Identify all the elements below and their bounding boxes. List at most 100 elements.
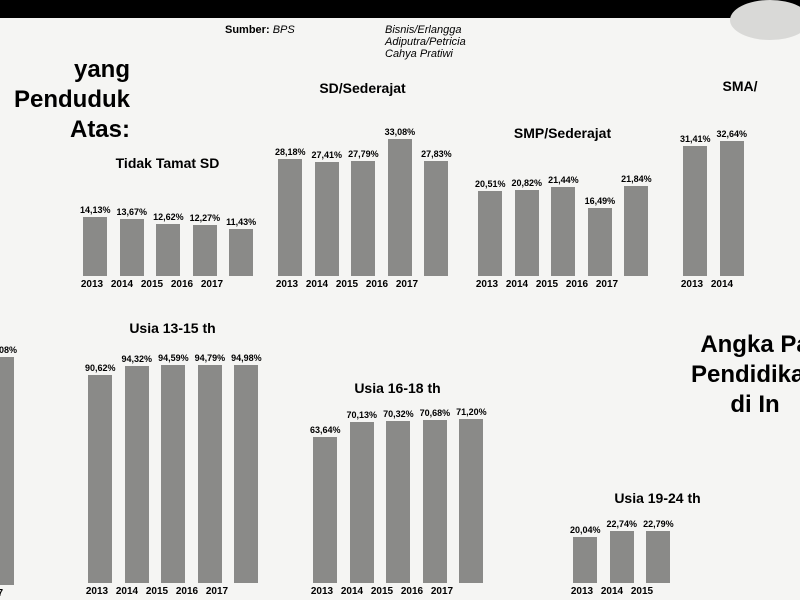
bar-value-label: 94,59% xyxy=(158,353,189,363)
bar-wrap: 70,68% xyxy=(420,408,451,583)
years-row: 20132014201520162017 xyxy=(475,276,650,290)
bar xyxy=(278,159,302,276)
source-value: BPS xyxy=(273,24,295,36)
bar xyxy=(588,208,612,276)
bars-row: 98,98%99,08% xyxy=(0,320,30,585)
bar-wrap: 20,04% xyxy=(570,525,601,583)
bar-wrap: 21,44% xyxy=(548,175,579,276)
bar-wrap: 70,13% xyxy=(347,410,378,583)
bar xyxy=(350,422,374,583)
bar-wrap: 12,27% xyxy=(190,213,221,276)
bar-year: 2017 xyxy=(395,279,419,290)
chart-title: SMP/Sederajat xyxy=(475,125,650,141)
bar-wrap: 20,82% xyxy=(512,178,543,276)
bar-value-label: 33,08% xyxy=(385,127,416,137)
bar-wrap: 22,79% xyxy=(643,519,674,583)
bar-value-label: 12,27% xyxy=(190,213,221,223)
chart-smp-sederajat: SMP/Sederajat20,51%20,82%21,44%16,49%21,… xyxy=(475,125,650,290)
bar-value-label: 21,44% xyxy=(548,175,579,185)
bar-value-label: 20,82% xyxy=(512,178,543,188)
bar-wrap: 11,43% xyxy=(226,217,256,276)
bar-value-label: 14,13% xyxy=(80,205,111,215)
bar xyxy=(610,531,634,583)
bar xyxy=(88,375,112,583)
years-row: 20132014201520162017 xyxy=(310,583,485,597)
source-credit: Bisnis/Erlangga Adiputra/Petricia Cahya … xyxy=(385,24,466,60)
bar-wrap: 31,41% xyxy=(680,134,711,276)
bar xyxy=(551,187,575,276)
chart-title: SD/Sederajat xyxy=(275,80,450,96)
bar-year: 2017 xyxy=(200,279,224,290)
bar-value-label: 22,79% xyxy=(643,519,674,529)
chart-title: Usia 19-24 th xyxy=(570,490,745,506)
bar-year: 2015 xyxy=(630,586,654,597)
bar-year: 2014 xyxy=(115,586,139,597)
bar-year: 2015 xyxy=(370,586,394,597)
bar xyxy=(478,191,502,276)
chart-usia-prev: 98,98%99,08%20162017 xyxy=(0,320,30,599)
bar-wrap: 27,79% xyxy=(348,149,379,276)
chart-sma: SMA/31,41% 32,64%20132014 xyxy=(680,78,800,290)
bar xyxy=(315,162,339,276)
bar-wrap: 99,08% xyxy=(0,345,17,585)
bar xyxy=(388,139,412,276)
chart-title: SMA/ xyxy=(680,78,800,94)
bar xyxy=(193,225,217,276)
bar-year: 2015 xyxy=(335,279,359,290)
bar-wrap: 63,64% xyxy=(310,425,341,583)
bar-year: 2016 xyxy=(365,279,389,290)
years-row: 201320142015 xyxy=(570,583,745,597)
chart-title: Usia 16-18 th xyxy=(310,380,485,396)
bar-value-label: 90,62% xyxy=(85,363,116,373)
bar-year: 2016 xyxy=(565,279,589,290)
bar xyxy=(720,141,744,276)
bar xyxy=(229,229,253,276)
bar-value-label: 31,41% xyxy=(680,134,711,144)
years-row: 2013 2014 2015 2016 2017 xyxy=(275,276,450,290)
source-line: Sumber: BPS Bisnis/Erlangga Adiputra/Pet… xyxy=(225,24,295,36)
bar-value-label: 70,32% xyxy=(383,409,414,419)
bar-wrap: 32,64% xyxy=(717,129,748,276)
years-row: 20132014 xyxy=(680,276,800,290)
bar xyxy=(646,531,670,583)
bar-year: 2013 xyxy=(80,279,104,290)
bars-row: 20,04%22,74%22,79% xyxy=(570,512,745,583)
chart-title: Tidak Tamat SD xyxy=(80,155,255,171)
bar xyxy=(161,365,185,583)
bar xyxy=(459,419,483,583)
bar-wrap: 14,13% xyxy=(80,205,111,276)
bar xyxy=(573,537,597,583)
source-label: Sumber: xyxy=(225,24,270,36)
title-left: yangPendudukAtas: xyxy=(0,55,130,145)
bar-year: 2013 xyxy=(275,279,299,290)
chart-sd-sederajat: SD/Sederajat28,18%27,41%27,79%33,08%27,8… xyxy=(275,80,450,290)
chart-usia-13-15: Usia 13-15 th90,62%94,32%94,59%94,79%94,… xyxy=(85,320,260,597)
bar-wrap: 27,41% xyxy=(312,150,343,276)
bar xyxy=(683,146,707,276)
bar xyxy=(234,365,258,583)
bar-year: 2013 xyxy=(570,586,594,597)
bar-year: 2017 xyxy=(205,586,229,597)
bar-year: 2014 xyxy=(305,279,329,290)
bar-year: 2016 xyxy=(400,586,424,597)
top-black-bar xyxy=(0,0,800,18)
bar-wrap: 94,98% xyxy=(231,353,262,583)
bar-wrap: 94,32% xyxy=(122,354,153,583)
bar xyxy=(423,420,447,583)
bar-value-label: 27,79% xyxy=(348,149,379,159)
chart-tidak-tamat-sd: Tidak Tamat SD 14,13% 13,67% 12,62% 12,27% 11… xyxy=(80,155,255,290)
bar-value-label: 13,67% xyxy=(117,207,148,217)
bar-value-label: 12,62% xyxy=(153,212,184,222)
bar-wrap: 28,18% xyxy=(275,147,306,276)
bar-value-label: 11,43% xyxy=(226,217,256,227)
bar-value-label: 20,51% xyxy=(475,179,506,189)
bar xyxy=(313,437,337,583)
bar-value-label: 71,20% xyxy=(456,407,487,417)
bar-year: 2013 xyxy=(85,586,109,597)
bar-wrap: 21,84% xyxy=(621,174,652,276)
bars-row: 28,18%27,41%27,79%33,08%27,83% xyxy=(275,102,450,276)
bar-year: 2014 xyxy=(110,279,134,290)
bars-row: 20,51%20,82%21,44%16,49%21,84% xyxy=(475,147,650,276)
bar-value-label: 27,41% xyxy=(312,150,343,160)
bar-year: 2014 xyxy=(505,279,529,290)
